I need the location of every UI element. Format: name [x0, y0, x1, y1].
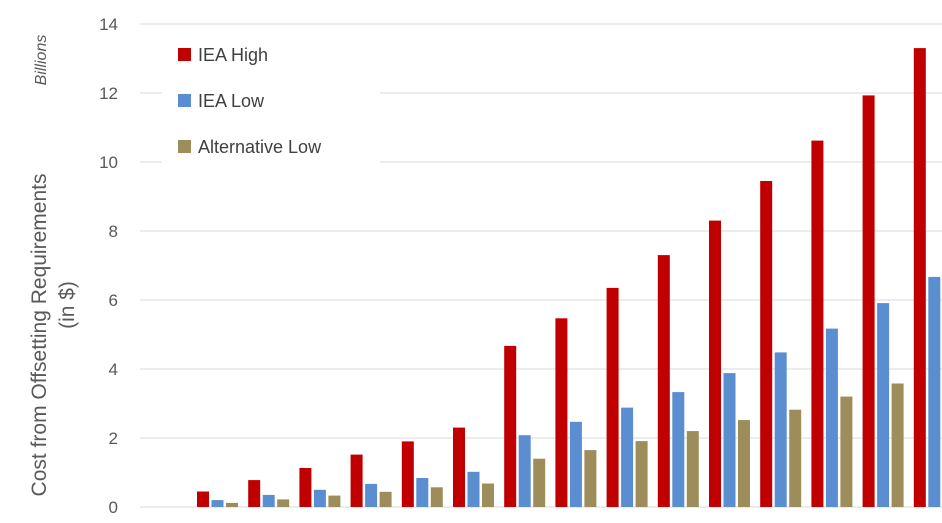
bar-iea-high-10 — [657, 255, 670, 507]
bar-alternative-low-7 — [533, 458, 546, 507]
bar-alternative-low-8 — [584, 450, 597, 507]
y-axis-title-units: (in $) — [56, 281, 79, 329]
bar-iea-high-7 — [504, 345, 517, 507]
y-tick-label: 6 — [109, 291, 118, 310]
bar-iea-low-11 — [723, 373, 736, 507]
y-tick-label: 12 — [99, 84, 118, 103]
bar-iea-high-1 — [197, 491, 209, 507]
bar-iea-high-9 — [606, 287, 619, 507]
bar-iea-high-2 — [248, 480, 261, 507]
bar-iea-low-4 — [365, 483, 378, 507]
bar-alternative-low-11 — [738, 420, 750, 507]
y-tick-label: 2 — [109, 429, 118, 448]
bar-iea-low-5 — [416, 478, 429, 507]
legend-swatch-alternative-low — [178, 140, 191, 153]
y-tick-label: 10 — [99, 153, 118, 172]
bar-iea-high-3 — [299, 468, 312, 507]
bar-alternative-low-13 — [840, 396, 853, 507]
legend-label-alternative-low: Alternative Low — [198, 137, 322, 157]
y-tick-label: 14 — [99, 15, 118, 34]
legend: IEA High IEA Low Alternative Low — [178, 45, 322, 157]
bar-alternative-low-4 — [379, 491, 392, 507]
bar-iea-low-13 — [825, 328, 838, 507]
bar-iea-low-2 — [262, 494, 275, 507]
bar-iea-low-10 — [672, 392, 685, 507]
bar-iea-high-4 — [350, 454, 363, 507]
bar-iea-high-13 — [811, 140, 824, 507]
bar-iea-high-14 — [862, 95, 875, 508]
legend-background — [162, 32, 380, 172]
bar-alternative-low-12 — [789, 409, 802, 507]
bars — [197, 48, 941, 508]
bar-iea-low-7 — [518, 435, 531, 507]
bar-alternative-low-1 — [226, 502, 238, 507]
y-axis-title: Cost from Offsetting Requirements — [28, 174, 51, 497]
bar-iea-high-11 — [709, 220, 721, 507]
bar-alternative-low-10 — [686, 431, 699, 507]
y-tick-label: 4 — [109, 360, 118, 379]
bar-iea-high-8 — [555, 318, 568, 507]
bar-alternative-low-2 — [277, 499, 290, 507]
bar-alternative-low-14 — [891, 383, 904, 507]
bar-iea-low-14 — [877, 303, 890, 507]
y-tick-label: 0 — [109, 498, 118, 517]
legend-swatch-iea-low — [178, 94, 191, 107]
bar-alternative-low-6 — [482, 483, 494, 507]
bar-iea-high-6 — [453, 427, 465, 507]
legend-label-iea-low: IEA Low — [198, 91, 265, 111]
bar-iea-low-9 — [621, 407, 634, 507]
y-axis-ticks: 0 2 4 6 8 10 12 14 — [99, 15, 118, 517]
bar-iea-high-12 — [760, 181, 773, 507]
legend-label-iea-high: IEA High — [198, 45, 268, 65]
display-units-label: Billions — [33, 35, 50, 86]
bar-iea-low-3 — [313, 489, 326, 508]
bar-alternative-low-3 — [328, 495, 341, 507]
legend-swatch-iea-high — [178, 48, 191, 61]
bar-iea-low-1 — [211, 500, 224, 507]
y-tick-label: 8 — [109, 222, 118, 241]
bar-iea-low-8 — [569, 421, 582, 507]
bar-alternative-low-9 — [635, 441, 648, 507]
bar-iea-low-6 — [467, 471, 480, 507]
bar-iea-low-15 — [928, 276, 941, 507]
bar-alternative-low-5 — [430, 487, 443, 507]
bar-iea-high-15 — [913, 48, 926, 507]
bar-iea-high-5 — [401, 441, 414, 507]
bar-iea-low-12 — [774, 352, 787, 507]
